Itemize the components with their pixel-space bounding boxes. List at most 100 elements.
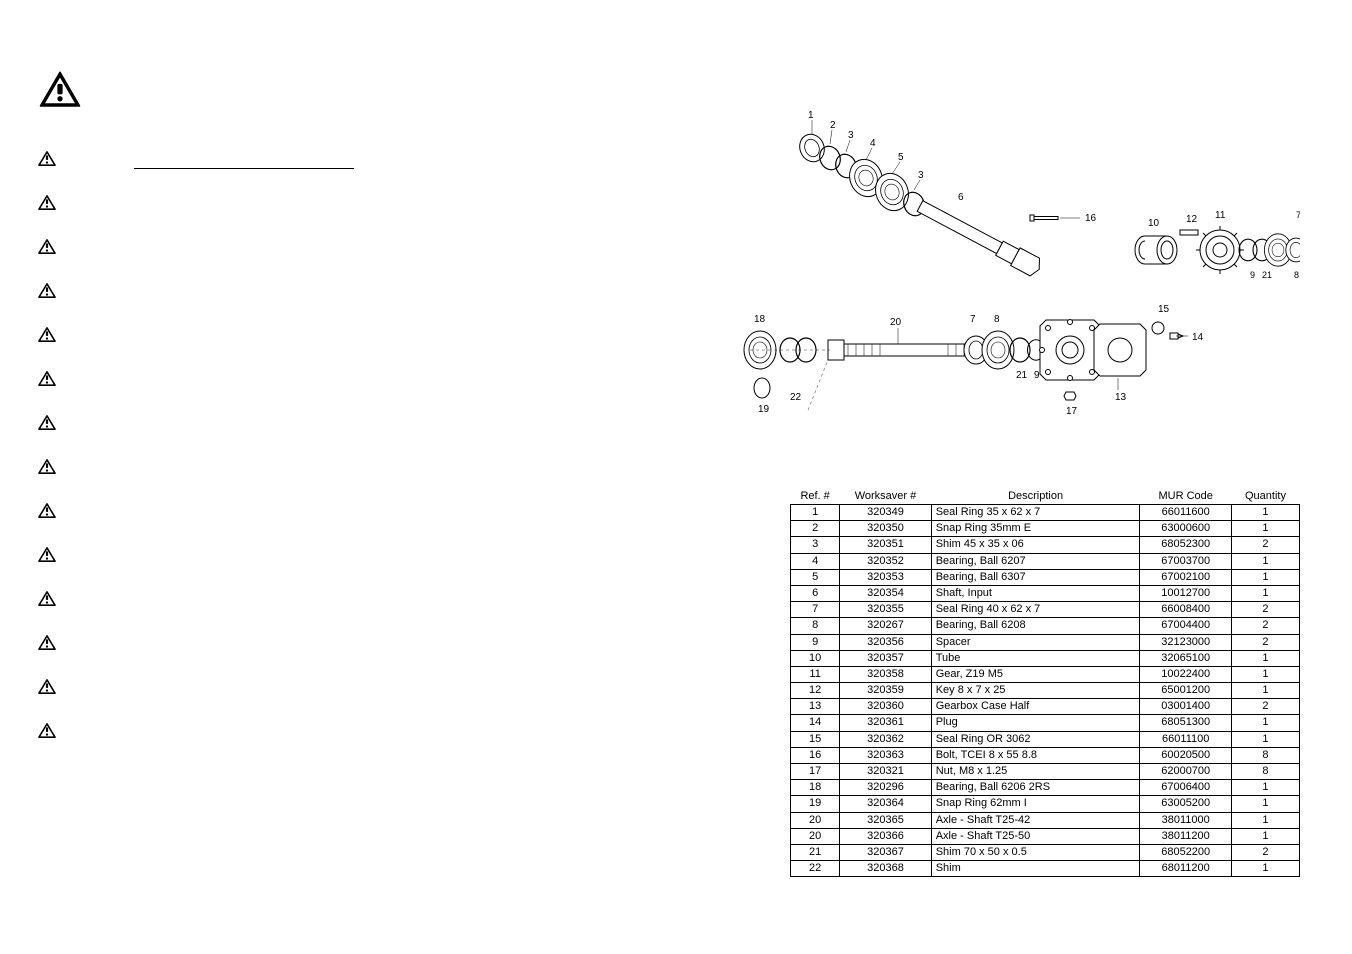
cell-ref: 20: [791, 812, 840, 828]
cell-ref: 10: [791, 650, 840, 666]
cell-ref: 8: [791, 618, 840, 634]
cell-quantity: 8: [1231, 747, 1299, 763]
table-row: 15320362Seal Ring OR 3062660111001: [791, 731, 1300, 747]
cell-ref: 15: [791, 731, 840, 747]
cell-quantity: 1: [1231, 569, 1299, 585]
cell-description: Seal Ring OR 3062: [931, 731, 1140, 747]
cell-ref: 2: [791, 521, 840, 537]
table-row: 6320354Shaft, Input100127001: [791, 585, 1300, 601]
cell-description: Bearing, Ball 6207: [931, 553, 1140, 569]
cell-description: Gear, Z19 M5: [931, 666, 1140, 682]
cell-mur: 68051300: [1140, 715, 1231, 731]
cell-worksaver: 320365: [840, 812, 931, 828]
cell-quantity: 1: [1231, 828, 1299, 844]
svg-text:17: 17: [1066, 406, 1078, 417]
svg-text:8: 8: [1294, 270, 1299, 280]
svg-text:7: 7: [970, 314, 976, 325]
cell-ref: 13: [791, 699, 840, 715]
cell-quantity: 1: [1231, 796, 1299, 812]
cell-mur: 67002100: [1140, 569, 1231, 585]
cell-ref: 19: [791, 796, 840, 812]
warning-icon: [38, 195, 56, 211]
cell-description: Axle - Shaft T25-50: [931, 828, 1140, 844]
svg-text:6: 6: [958, 192, 964, 203]
warning-icon: [38, 327, 56, 343]
table-row: 20320366Axle - Shaft T25-50380112001: [791, 828, 1300, 844]
cell-description: Shaft, Input: [931, 585, 1140, 601]
cell-mur: 68011200: [1140, 861, 1231, 877]
cell-ref: 5: [791, 569, 840, 585]
warning-icon: [38, 415, 56, 431]
cell-description: Axle - Shaft T25-42: [931, 812, 1140, 828]
warning-icon: [38, 151, 56, 167]
cell-worksaver: 320350: [840, 521, 931, 537]
cell-worksaver: 320366: [840, 828, 931, 844]
svg-text:22: 22: [790, 392, 802, 403]
table-row: 16320363Bolt, TCEI 8 x 55 8.8600205008: [791, 747, 1300, 763]
cell-quantity: 2: [1231, 618, 1299, 634]
cell-quantity: 1: [1231, 861, 1299, 877]
cell-mur: 10022400: [1140, 666, 1231, 682]
svg-text:3: 3: [918, 170, 924, 181]
svg-text:21: 21: [1016, 370, 1028, 381]
warning-icon: [38, 591, 56, 607]
table-row: 21320367Shim 70 x 50 x 0.5680522002: [791, 844, 1300, 860]
cell-description: Shim 45 x 35 x 06: [931, 537, 1140, 553]
svg-text:16: 16: [1085, 213, 1097, 224]
cell-ref: 11: [791, 666, 840, 682]
cell-ref: 17: [791, 764, 840, 780]
cell-description: Bearing, Ball 6206 2RS: [931, 780, 1140, 796]
cell-worksaver: 320359: [840, 683, 931, 699]
table-row: 13320360Gearbox Case Half030014002: [791, 699, 1300, 715]
cell-quantity: 8: [1231, 764, 1299, 780]
cell-quantity: 2: [1231, 537, 1299, 553]
warning-column: [38, 70, 318, 767]
table-row: 20320365Axle - Shaft T25-42380110001: [791, 812, 1300, 828]
warning-item: [38, 547, 318, 567]
cell-mur: 63000600: [1140, 521, 1231, 537]
cell-ref: 22: [791, 861, 840, 877]
warning-item: [38, 679, 318, 699]
table-row: 1320349Seal Ring 35 x 62 x 7660116001: [791, 505, 1300, 521]
warning-icon: [38, 239, 56, 255]
cell-worksaver: 320367: [840, 844, 931, 860]
svg-text:9: 9: [1250, 270, 1255, 280]
warning-icon: [38, 723, 56, 739]
cell-worksaver: 320364: [840, 796, 931, 812]
cell-ref: 6: [791, 585, 840, 601]
cell-quantity: 1: [1231, 585, 1299, 601]
warning-icon: [38, 503, 56, 519]
warning-item: [38, 591, 318, 611]
cell-worksaver: 320349: [840, 505, 931, 521]
cell-worksaver: 320363: [840, 747, 931, 763]
cell-mur: 66008400: [1140, 602, 1231, 618]
warning-item: [38, 283, 318, 303]
warning-item: [38, 371, 318, 391]
cell-ref: 20: [791, 828, 840, 844]
warning-icon-large: [38, 70, 82, 110]
svg-text:20: 20: [890, 317, 902, 328]
cell-description: Gearbox Case Half: [931, 699, 1140, 715]
cell-worksaver: 320354: [840, 585, 931, 601]
cell-description: Seal Ring 35 x 62 x 7: [931, 505, 1140, 521]
warning-list: [38, 151, 318, 743]
cell-mur: 67006400: [1140, 780, 1231, 796]
svg-text:15: 15: [1158, 304, 1170, 315]
cell-description: Nut, M8 x 1.25: [931, 764, 1140, 780]
table-row: 3320351Shim 45 x 35 x 06680523002: [791, 537, 1300, 553]
warning-icon: [38, 635, 56, 651]
cell-worksaver: 320362: [840, 731, 931, 747]
cell-worksaver: 320353: [840, 569, 931, 585]
svg-text:19: 19: [758, 404, 770, 415]
cell-worksaver: 320358: [840, 666, 931, 682]
header-worksaver: Worksaver #: [840, 488, 931, 505]
cell-ref: 12: [791, 683, 840, 699]
exploded-diagram: 16 10 12 11: [720, 100, 1300, 440]
table-row: 19320364Snap Ring 62mm I630052001: [791, 796, 1300, 812]
warning-icon: [38, 283, 56, 299]
table-row: 7320355Seal Ring 40 x 62 x 7660084002: [791, 602, 1300, 618]
svg-text:3: 3: [848, 130, 854, 141]
cell-mur: 38011000: [1140, 812, 1231, 828]
cell-description: Bolt, TCEI 8 x 55 8.8: [931, 747, 1140, 763]
cell-description: Bearing, Ball 6208: [931, 618, 1140, 634]
